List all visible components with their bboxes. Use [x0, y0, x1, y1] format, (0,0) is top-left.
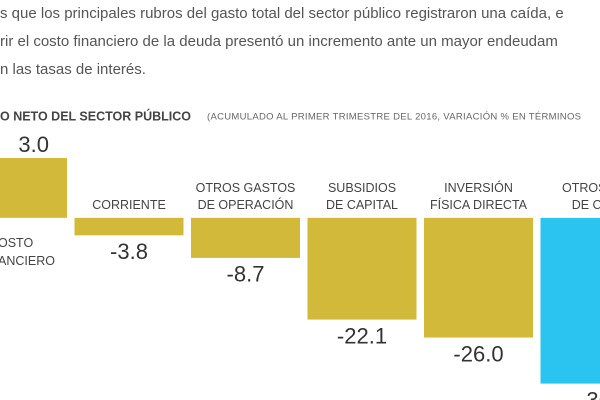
paragraph-line: rir el costo financiero de la deuda pres… — [0, 33, 558, 50]
bar — [540, 217, 600, 384]
category-label: FÍSICA DIRECTA — [430, 197, 528, 212]
bar — [307, 217, 417, 320]
category-label: OTROS GASTOS — [196, 181, 296, 195]
chart-title: O NETO DEL SECTOR PÚBLICO — [0, 108, 191, 123]
value-label: 3.0 — [18, 132, 49, 157]
bar — [191, 217, 300, 258]
value-label: -26.0 — [453, 341, 503, 366]
value-label: -22.1 — [337, 323, 387, 348]
category-label: CORRIENTE — [92, 198, 166, 212]
category-label: ANCIERO — [0, 254, 55, 268]
category-label: OTROS GA — [562, 181, 600, 195]
value-label: -36 — [579, 387, 600, 400]
category-label: SUBSIDIOS — [328, 181, 396, 195]
category-label: DE CAP — [572, 198, 600, 212]
category-label: DE OPERACIÓN — [198, 197, 294, 212]
category-label: DE CAPITAL — [326, 198, 398, 212]
category-label: OSTO — [0, 236, 33, 250]
value-label: -8.7 — [227, 262, 265, 287]
paragraph-line: s que los principales rubros del gasto t… — [0, 5, 564, 22]
value-label: -3.8 — [110, 239, 148, 264]
bar — [0, 158, 67, 218]
category-label: INVERSIÓN — [444, 180, 513, 195]
bar — [424, 217, 533, 338]
chart-subtitle: (ACUMULADO AL PRIMER TRIMESTRE DEL 2016,… — [207, 112, 581, 123]
paragraph-line: n las tasas de interés. — [0, 61, 146, 78]
bar — [74, 217, 184, 236]
